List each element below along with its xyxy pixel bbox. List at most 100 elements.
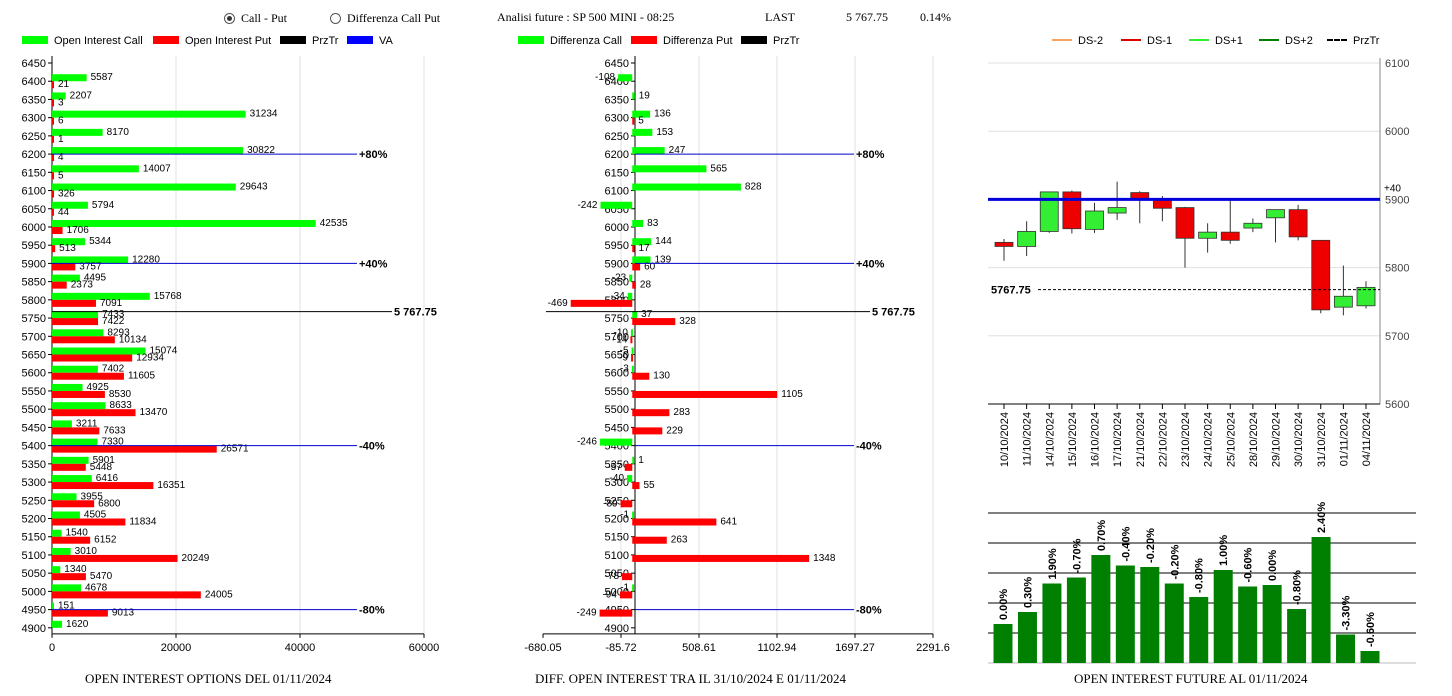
data-label: 0.70% [1096, 520, 1108, 551]
data-label: 5901 [93, 455, 116, 466]
x-tick-label: -85.72 [605, 642, 636, 654]
bar [52, 609, 108, 617]
data-label: -0.60% [1365, 612, 1377, 647]
legend-ds+1: DS+1 [1189, 35, 1243, 47]
x-tick-label: 15/10/2024 [1067, 412, 1079, 467]
data-label: 15074 [149, 346, 177, 357]
bar [631, 365, 634, 373]
candle-body [1311, 239, 1331, 311]
bar [52, 336, 115, 344]
bar [52, 554, 178, 562]
data-label: 5344 [89, 236, 112, 247]
data-label: 2.40% [1316, 502, 1328, 533]
data-label: 20249 [182, 553, 210, 564]
y-tick-label: 5700 [605, 331, 629, 343]
y-tick-label: 5900 [605, 258, 629, 270]
legend-va: VA [347, 35, 393, 47]
bar [52, 219, 316, 227]
radio-selected-icon[interactable] [224, 13, 235, 24]
y-tick-label: 6100 [22, 186, 46, 198]
bar [52, 208, 54, 216]
bar [52, 402, 106, 410]
y-tick-label: 5950 [605, 240, 629, 252]
data-label: 60 [644, 261, 656, 272]
y-tick-label: 6250 [605, 131, 629, 143]
bar [52, 445, 217, 453]
data-label: 7433 [102, 309, 125, 320]
bar [52, 547, 71, 555]
data-label: 11834 [129, 517, 157, 528]
y-tick-label: 6300 [22, 113, 46, 125]
x-tick-label: 24/10/2024 [1203, 412, 1215, 467]
bar [52, 347, 146, 355]
x-tick-label: 29/10/2024 [1271, 412, 1283, 467]
data-label: 13470 [140, 407, 168, 418]
data-label: 14007 [143, 163, 171, 174]
bar [632, 390, 778, 398]
bar [1164, 583, 1184, 663]
bar [599, 438, 633, 446]
mode-diff[interactable]: Differenza Call Put [330, 11, 440, 26]
x-tick-label: 10/10/2024 [999, 412, 1011, 467]
x-tick-label: -680.05 [524, 642, 561, 654]
bar [52, 456, 89, 464]
y-tick-label: 6150 [22, 167, 46, 179]
data-label: -78 [605, 571, 620, 582]
data-label: 5470 [90, 571, 113, 582]
y-tick-label: 5300 [22, 477, 46, 489]
y-tick-label: 4950 [22, 605, 46, 617]
mode-call-put-label: Call - Put [241, 11, 288, 25]
data-label: -249 [577, 608, 597, 619]
candle-body [1288, 209, 1308, 238]
bar [52, 74, 87, 82]
bar [632, 518, 717, 526]
data-label: 4505 [84, 510, 107, 521]
va-label: +80% [856, 149, 885, 161]
bar [632, 256, 651, 264]
bar [632, 281, 636, 289]
x-tick-label: 11/10/2024 [1022, 412, 1034, 466]
candle-body [1152, 199, 1172, 209]
x-tick-label: 25/10/2024 [1225, 412, 1237, 467]
data-label: 6416 [96, 473, 119, 484]
y-tick-label: 6000 [22, 222, 46, 234]
data-label: 2207 [70, 90, 93, 101]
y-tick-label: 5900 [1385, 194, 1409, 206]
data-label: 3757 [79, 261, 102, 272]
y-tick-label: 6400 [22, 76, 46, 88]
bar [1360, 651, 1380, 663]
bar [52, 383, 83, 391]
bar [632, 263, 641, 271]
x-tick-label: 31/10/2024 [1316, 412, 1328, 467]
data-label: 3010 [75, 546, 98, 557]
data-label: -0.70% [1071, 538, 1083, 573]
bar [632, 183, 741, 191]
y-tick-label: 6100 [1385, 58, 1409, 70]
bar [52, 500, 95, 508]
data-label: 1 [58, 134, 64, 145]
data-label: 31234 [250, 109, 278, 120]
bar [632, 536, 667, 544]
data-label: 8633 [110, 400, 133, 411]
va-label: +40 [1384, 183, 1401, 194]
data-label: 153 [656, 127, 673, 138]
bar [630, 329, 633, 337]
x-tick-label: 21/10/2024 [1135, 412, 1147, 467]
data-label: 7633 [103, 425, 126, 436]
bar [52, 318, 99, 326]
y-tick-label: 6350 [22, 94, 46, 106]
bar [52, 299, 96, 307]
y-tick-label: 5750 [22, 313, 46, 325]
candlestick-chart: 5600 5700 5800 5900 6000 6100 10/10/2024 11/10/… [988, 58, 1409, 467]
bar [600, 201, 633, 209]
x-tick-label: 28/10/2024 [1248, 412, 1260, 467]
data-label: 4 [58, 152, 64, 163]
radio-unselected-icon[interactable] [330, 13, 341, 24]
data-label: 6800 [98, 498, 121, 509]
data-label: 1706 [67, 225, 90, 236]
bar [52, 518, 126, 526]
data-label: -0.80% [1194, 558, 1206, 593]
bar [52, 536, 91, 544]
data-label: 4678 [85, 582, 108, 593]
mode-call-put[interactable]: Call - Put [224, 11, 287, 26]
